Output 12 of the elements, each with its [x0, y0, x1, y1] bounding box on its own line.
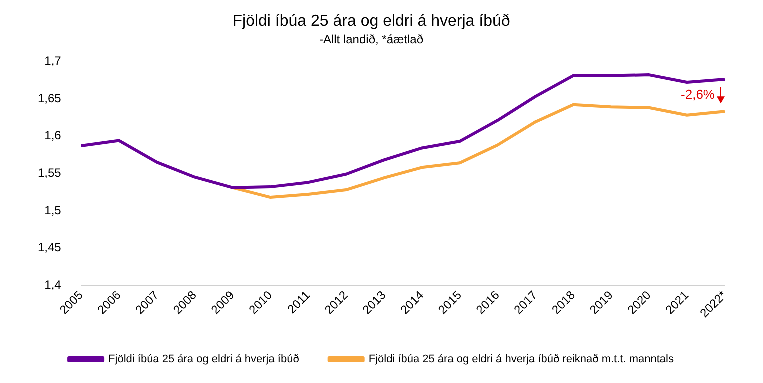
y-tick-label: 1,65 — [38, 91, 62, 106]
legend-label: Fjöldi íbúa 25 ára og eldri á hverja íbúð — [108, 354, 300, 366]
y-tick-label: 1,4 — [44, 278, 62, 292]
y-tick-label: 1,55 — [38, 166, 62, 180]
legend-label: Fjöldi íbúa 25 ára og eldri á hverja íbúð reiknað m.t.t. manntals — [368, 354, 674, 366]
chart-title: Fjöldi íbúa 25 ára og eldri á hverja íbúð — [232, 13, 510, 30]
y-tick-label: 1,5 — [44, 203, 62, 218]
annotation: -2,6% — [681, 87, 716, 102]
y-tick-label: 1,6 — [44, 128, 62, 143]
chart-subtitle: -Allt landið, *áætlað — [319, 32, 424, 47]
y-tick-label: 1,7 — [44, 54, 62, 68]
y-tick-label: 1,45 — [38, 240, 62, 255]
